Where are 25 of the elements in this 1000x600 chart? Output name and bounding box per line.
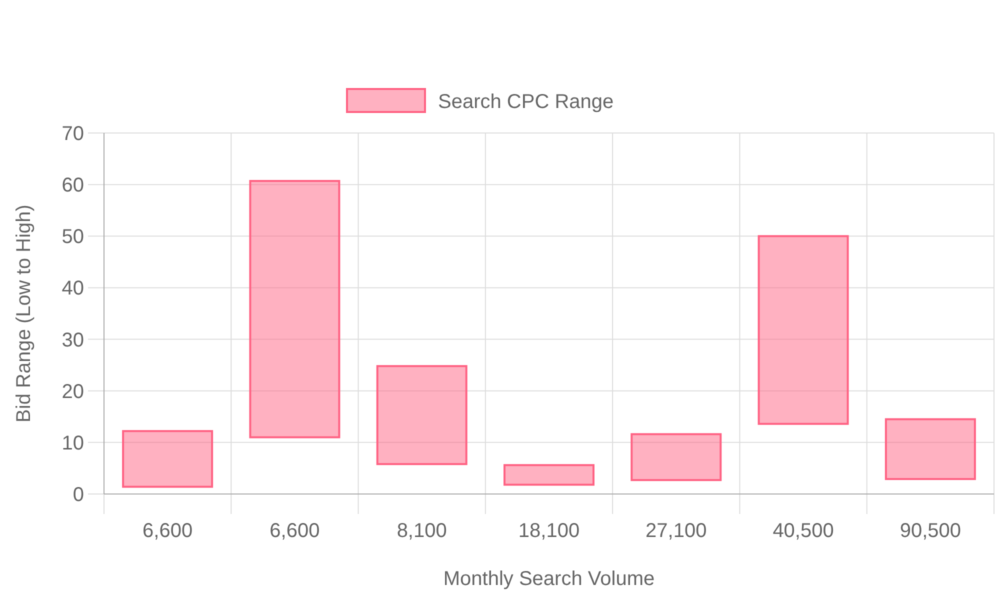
bar [630,433,722,482]
y-tick-label: 10 [62,432,84,454]
x-tick-label: 27,100 [646,520,707,542]
y-tick-label: 50 [62,226,84,248]
y-tick-label: 0 [72,484,84,506]
y-tick-label: 40 [62,278,84,300]
y-tick-label: 30 [62,329,84,352]
x-tick-label: 6,600 [270,520,320,542]
x-tick-label: 40,500 [772,520,834,542]
bar [504,464,594,486]
legend-label: Search CPC Range [438,91,614,113]
y-tick-label: 20 [62,380,84,403]
y-tick-label: 70 [62,123,84,145]
x-tick-label: 6,600 [142,520,193,542]
bar [884,418,976,480]
x-axis-title: Monthly Search Volume [443,568,655,590]
bar [376,365,468,466]
bar [249,180,340,438]
x-tick-label: 90,500 [900,520,962,542]
bar [122,430,214,488]
x-tick-label: 18,100 [518,520,580,542]
y-tick-label: 60 [62,174,84,197]
x-tick-label: 8,100 [396,520,447,542]
bar [758,235,849,425]
y-axis-title: Bid Range (Low to High) [13,204,35,422]
